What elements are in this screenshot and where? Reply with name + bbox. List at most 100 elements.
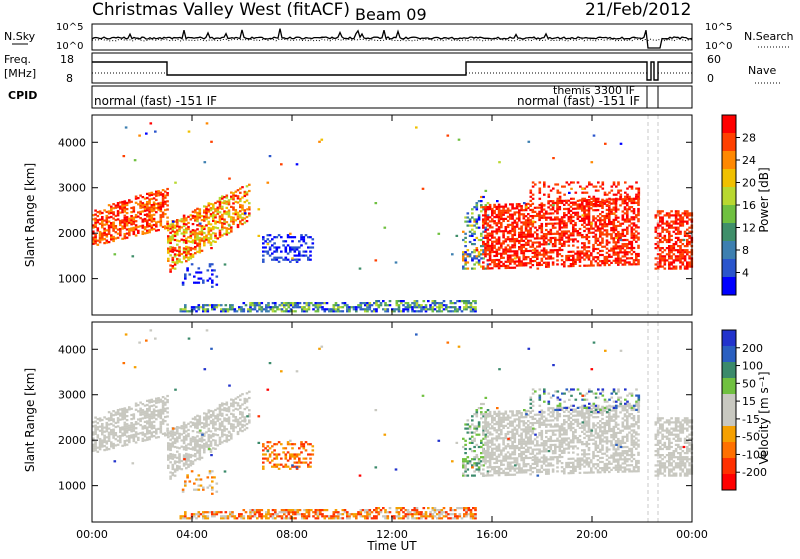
power-cell <box>679 225 682 227</box>
power-cell <box>263 308 266 310</box>
velocity-cell <box>482 432 485 434</box>
velocity-cell <box>126 444 129 446</box>
velocity-cell <box>213 476 216 478</box>
power-cell <box>211 280 214 282</box>
power-cell <box>196 232 199 234</box>
power-cell <box>545 249 548 251</box>
power-cell <box>160 204 163 206</box>
power-cell <box>198 282 201 284</box>
velocity-cell <box>133 438 136 440</box>
power-cell <box>133 221 136 223</box>
power-cell <box>608 219 611 221</box>
power-cell <box>568 208 571 210</box>
velocity-cell <box>484 415 487 417</box>
power-cell <box>514 207 517 209</box>
power-cell <box>679 223 682 225</box>
velocity-cell <box>491 448 494 450</box>
velocity-cell <box>167 467 170 469</box>
power-cell <box>595 236 598 238</box>
power-cell <box>471 251 474 253</box>
velocity-cell <box>187 464 190 466</box>
power-cell <box>306 310 309 312</box>
power-cell <box>624 181 627 183</box>
power-cell <box>241 223 244 225</box>
power-cell <box>160 224 163 226</box>
power-cell <box>624 264 627 266</box>
velocity-cell <box>382 507 385 509</box>
power-cell <box>491 249 494 251</box>
velocity-cell <box>146 433 149 435</box>
power-cell <box>559 208 562 210</box>
power-cell <box>226 207 229 209</box>
power-cell <box>561 237 564 239</box>
power-cell <box>108 231 111 233</box>
velocity-cell <box>205 421 208 423</box>
power-cell <box>682 223 685 225</box>
power-cell <box>606 258 609 260</box>
velocity-cell <box>223 434 226 436</box>
velocity-cell <box>285 466 288 468</box>
power-cell <box>290 302 293 304</box>
power-cell <box>169 254 172 256</box>
power-cell <box>599 236 602 238</box>
power-cell <box>541 258 544 260</box>
power-cell <box>514 267 517 269</box>
power-cell <box>164 225 167 227</box>
power-cell <box>289 251 292 253</box>
power-cell <box>610 223 613 225</box>
velocity-cell <box>303 517 306 519</box>
power-cell <box>262 259 265 261</box>
power-cell <box>478 259 481 261</box>
power-cell <box>565 214 568 216</box>
power-cell <box>110 236 113 238</box>
power-cell <box>579 253 582 255</box>
velocity-cell <box>151 413 154 415</box>
power-cell <box>664 235 667 237</box>
power-cell <box>462 259 465 261</box>
power-cell <box>181 218 184 220</box>
power-cell <box>447 310 450 312</box>
velocity-cell <box>271 466 274 468</box>
power-cell <box>491 218 494 220</box>
power-cell <box>487 243 490 245</box>
velocity-cell <box>438 517 441 519</box>
power-cell <box>673 259 676 261</box>
power-cell <box>464 263 467 265</box>
power-cell <box>502 214 505 216</box>
power-cell <box>447 306 450 308</box>
power-cell <box>176 233 179 235</box>
power-cell <box>178 240 181 242</box>
velocity-cell <box>309 443 312 445</box>
velocity-cell <box>151 401 154 403</box>
velocity-cell <box>214 427 217 429</box>
power-cell <box>201 238 204 240</box>
power-cell <box>110 238 113 240</box>
velocity-cell <box>243 515 246 517</box>
power-cell <box>500 218 503 220</box>
power-cell <box>559 200 562 202</box>
power-cell <box>445 308 448 310</box>
velocity-cell <box>398 511 401 513</box>
power-cell <box>258 235 261 237</box>
velocity-cell <box>178 468 181 470</box>
velocity-cell <box>487 413 490 415</box>
power-cell <box>480 233 483 235</box>
power-cell <box>507 220 510 222</box>
power-cell <box>608 192 611 194</box>
velocity-cell <box>192 438 195 440</box>
velocity-cell <box>172 435 175 437</box>
velocity-cell <box>187 455 190 457</box>
power-cell <box>500 210 503 212</box>
power-cell <box>511 205 514 207</box>
power-cell <box>195 282 198 284</box>
velocity-cell <box>182 489 185 491</box>
power-cell <box>214 210 217 212</box>
power-cell <box>124 209 127 211</box>
power-cell <box>554 245 557 247</box>
nsky-scale-top: 10^5 <box>56 22 83 33</box>
power-cell <box>514 257 517 259</box>
power-cell <box>505 251 508 253</box>
power-cell <box>529 262 532 264</box>
power-cell <box>142 227 145 229</box>
power-cell <box>240 306 243 308</box>
